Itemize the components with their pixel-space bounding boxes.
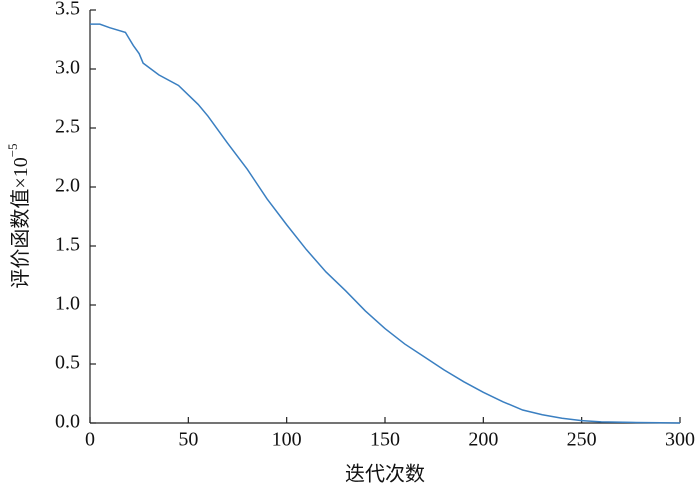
y-tick-label: 2.5 (55, 116, 80, 138)
y-tick-label: 1.0 (55, 293, 80, 315)
y-tick-label: 1.5 (55, 234, 80, 256)
x-tick-label: 200 (468, 429, 498, 451)
y-axis-label-exponent: −5 (5, 143, 20, 157)
y-tick-label: 0.0 (55, 411, 80, 433)
y-axis-label: 评价函数值×10−5 (5, 143, 32, 288)
y-tick-label: 3.0 (55, 57, 80, 79)
y-tick-label: 2.0 (55, 175, 80, 197)
y-tick-label: 3.5 (55, 0, 80, 20)
y-tick-label: 0.5 (55, 352, 80, 374)
y-axis-label-main: 评价函数值×10 (9, 157, 32, 288)
x-tick-label: 50 (178, 429, 198, 451)
x-tick-label: 300 (665, 429, 695, 451)
x-tick-label: 150 (370, 429, 400, 451)
line-series (90, 23, 681, 424)
x-tick-label: 250 (567, 429, 597, 451)
x-axis-label: 迭代次数 (345, 463, 425, 486)
x-tick-label: 0 (85, 429, 95, 451)
x-tick-label: 100 (272, 429, 302, 451)
